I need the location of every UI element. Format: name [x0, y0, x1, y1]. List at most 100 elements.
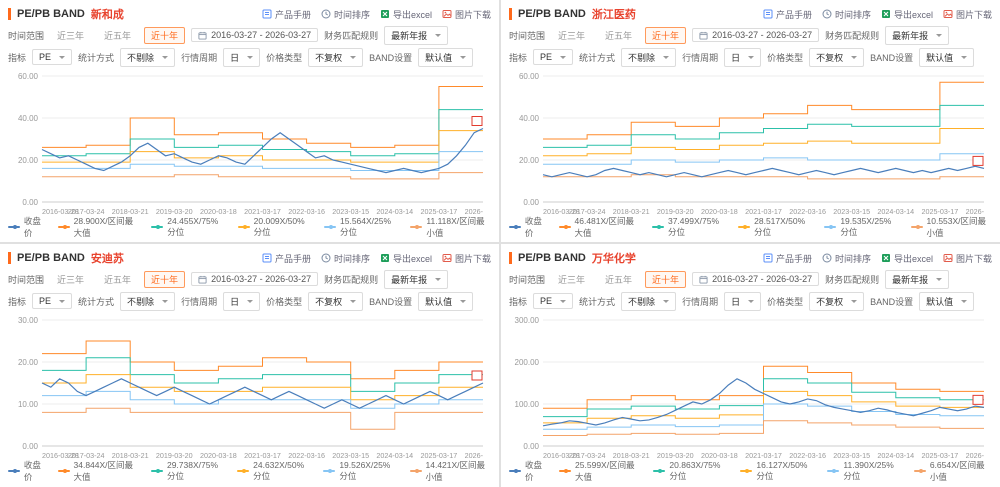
finance-rule-value: 最新年报 — [892, 274, 929, 285]
legend-item[interactable]: 14.421X/区间最小值 — [409, 459, 491, 483]
finance-rule-select[interactable]: 最新年报 — [885, 269, 950, 289]
legend-label: 11.118X/区间最小值 — [426, 216, 485, 238]
indicator-select[interactable]: PE — [32, 293, 73, 309]
period-select[interactable]: 日 — [223, 291, 261, 311]
price-type-select[interactable]: 不复权 — [809, 47, 865, 67]
band-chart[interactable]: 0.00 100.00 200.00 300.00 2016-03-282017-03-… — [509, 312, 992, 462]
finance-rule-select[interactable]: 最新年报 — [885, 25, 950, 45]
legend-item[interactable]: 34.844X/区间最大值 — [57, 459, 139, 483]
band-setting-select[interactable]: 默认值 — [418, 291, 474, 311]
stat-select[interactable]: 不剔除 — [621, 47, 677, 67]
legend-item[interactable]: 28.900X/区间最大值 — [57, 215, 140, 239]
range-3y-button[interactable]: 近三年 — [50, 271, 91, 288]
range-10y-button[interactable]: 近十年 — [645, 26, 687, 44]
band-line-p25 — [543, 403, 984, 430]
legend-item[interactable]: 24.455X/75%分位 — [151, 216, 225, 238]
price-type-select[interactable]: 不复权 — [809, 291, 865, 311]
stat-select[interactable]: 不剔除 — [120, 47, 176, 67]
legend-item[interactable]: 15.564X/25%分位 — [324, 216, 398, 238]
legend-item[interactable]: 19.535X/25%分位 — [824, 216, 898, 238]
legend-label: 14.421X/区间最小值 — [425, 460, 486, 482]
image-download-button[interactable]: 图片下载 — [442, 8, 491, 21]
price-type-value: 不复权 — [315, 296, 343, 307]
image-download-button[interactable]: 图片下载 — [943, 252, 992, 265]
range-5y-button[interactable]: 近五年 — [598, 27, 639, 44]
range-5y-button[interactable]: 近五年 — [97, 271, 138, 288]
manual-button[interactable]: 产品手册 — [763, 8, 812, 21]
price-type-select[interactable]: 不复权 — [308, 47, 364, 67]
legend-item[interactable]: 11.390X/25%分位 — [827, 460, 901, 482]
legend-item[interactable]: 20.009X/50%分位 — [237, 216, 312, 238]
export-excel-button[interactable]: 导出excel — [881, 252, 933, 265]
range-10y-button[interactable]: 近十年 — [645, 270, 687, 288]
legend-item[interactable]: 收盘价 — [509, 459, 547, 483]
export-excel-button[interactable]: 导出excel — [380, 8, 432, 21]
band-setting-select[interactable]: 默认值 — [919, 291, 975, 311]
range-10y-button[interactable]: 近十年 — [144, 270, 186, 288]
legend-item[interactable]: 19.526X/25%分位 — [323, 460, 397, 482]
manual-button[interactable]: 产品手册 — [262, 252, 311, 265]
export-excel-button[interactable]: 导出excel — [380, 252, 432, 265]
date-range-input[interactable]: 2016-03-27 - 2026-03-27 — [692, 28, 820, 42]
stock-name[interactable]: 万华化学 — [591, 253, 636, 265]
range-5y-button[interactable]: 近五年 — [97, 27, 138, 44]
legend-marker — [8, 469, 20, 473]
legend-item[interactable]: 16.127X/50%分位 — [740, 460, 815, 482]
x-axis-label: 2019-03-20 — [657, 207, 694, 216]
band-setting-select[interactable]: 默认值 — [919, 47, 975, 67]
y-axis-label: 40.00 — [18, 114, 39, 123]
range-3y-button[interactable]: 近三年 — [551, 27, 592, 44]
image-download-button[interactable]: 图片下载 — [943, 8, 992, 21]
period-select[interactable]: 日 — [724, 291, 762, 311]
legend-item[interactable]: 25.599X/区间最大值 — [558, 459, 641, 483]
legend-item[interactable]: 37.499X/75%分位 — [652, 216, 726, 238]
stock-name[interactable]: 浙江医药 — [591, 9, 636, 21]
legend-item[interactable]: 收盘价 — [509, 215, 547, 239]
range-3y-button[interactable]: 近三年 — [551, 271, 592, 288]
date-range-input[interactable]: 2016-03-27 - 2026-03-27 — [191, 272, 319, 286]
indicator-select[interactable]: PE — [533, 49, 574, 65]
time-sort-button[interactable]: 时间排序 — [822, 252, 871, 265]
stat-select[interactable]: 不剔除 — [621, 291, 677, 311]
legend-item[interactable]: 20.863X/75%分位 — [653, 460, 728, 482]
time-sort-button[interactable]: 时间排序 — [321, 252, 370, 265]
y-axis-label: 0.00 — [22, 198, 38, 207]
y-axis-label: 30.00 — [18, 316, 39, 325]
period-select[interactable]: 日 — [724, 47, 762, 67]
finance-rule-select[interactable]: 最新年报 — [384, 269, 449, 289]
legend-item[interactable]: 11.118X/区间最小值 — [410, 215, 491, 239]
period-select[interactable]: 日 — [223, 47, 261, 67]
indicator-select[interactable]: PE — [32, 49, 73, 65]
legend-item[interactable]: 28.517X/50%分位 — [738, 216, 812, 238]
time-sort-button[interactable]: 时间排序 — [321, 8, 370, 21]
legend-item[interactable]: 10.553X/区间最小值 — [910, 215, 992, 239]
stock-name[interactable]: 新和成 — [90, 9, 124, 21]
stock-name[interactable]: 安迪苏 — [90, 253, 124, 265]
legend-item[interactable]: 收盘价 — [8, 215, 46, 239]
legend-item[interactable]: 6.654X/区间最小值 — [913, 459, 992, 483]
manual-button[interactable]: 产品手册 — [262, 8, 311, 21]
band-setting-select[interactable]: 默认值 — [418, 47, 474, 67]
chevron-down-icon — [460, 55, 467, 62]
legend-item[interactable]: 24.632X/50%分位 — [237, 460, 311, 482]
export-excel-button[interactable]: 导出excel — [881, 8, 933, 21]
stat-select[interactable]: 不剔除 — [120, 291, 176, 311]
legend-item[interactable]: 收盘价 — [8, 459, 46, 483]
image-download-button[interactable]: 图片下载 — [442, 252, 491, 265]
date-range-input[interactable]: 2016-03-27 - 2026-03-27 — [692, 272, 820, 286]
indicator-select[interactable]: PE — [533, 293, 574, 309]
range-3y-button[interactable]: 近三年 — [50, 27, 91, 44]
range-5y-button[interactable]: 近五年 — [598, 271, 639, 288]
date-range-input[interactable]: 2016-03-27 - 2026-03-27 — [191, 28, 319, 42]
x-axis-label: 2018-03-21 — [112, 451, 149, 460]
price-type-select[interactable]: 不复权 — [308, 291, 364, 311]
range-10y-button[interactable]: 近十年 — [144, 26, 186, 44]
legend-item[interactable]: 29.738X/75%分位 — [151, 460, 225, 482]
legend-item[interactable]: 46.481X/区间最大值 — [558, 215, 640, 239]
time-sort-button[interactable]: 时间排序 — [822, 8, 871, 21]
manual-button[interactable]: 产品手册 — [763, 252, 812, 265]
finance-rule-select[interactable]: 最新年报 — [384, 25, 449, 45]
